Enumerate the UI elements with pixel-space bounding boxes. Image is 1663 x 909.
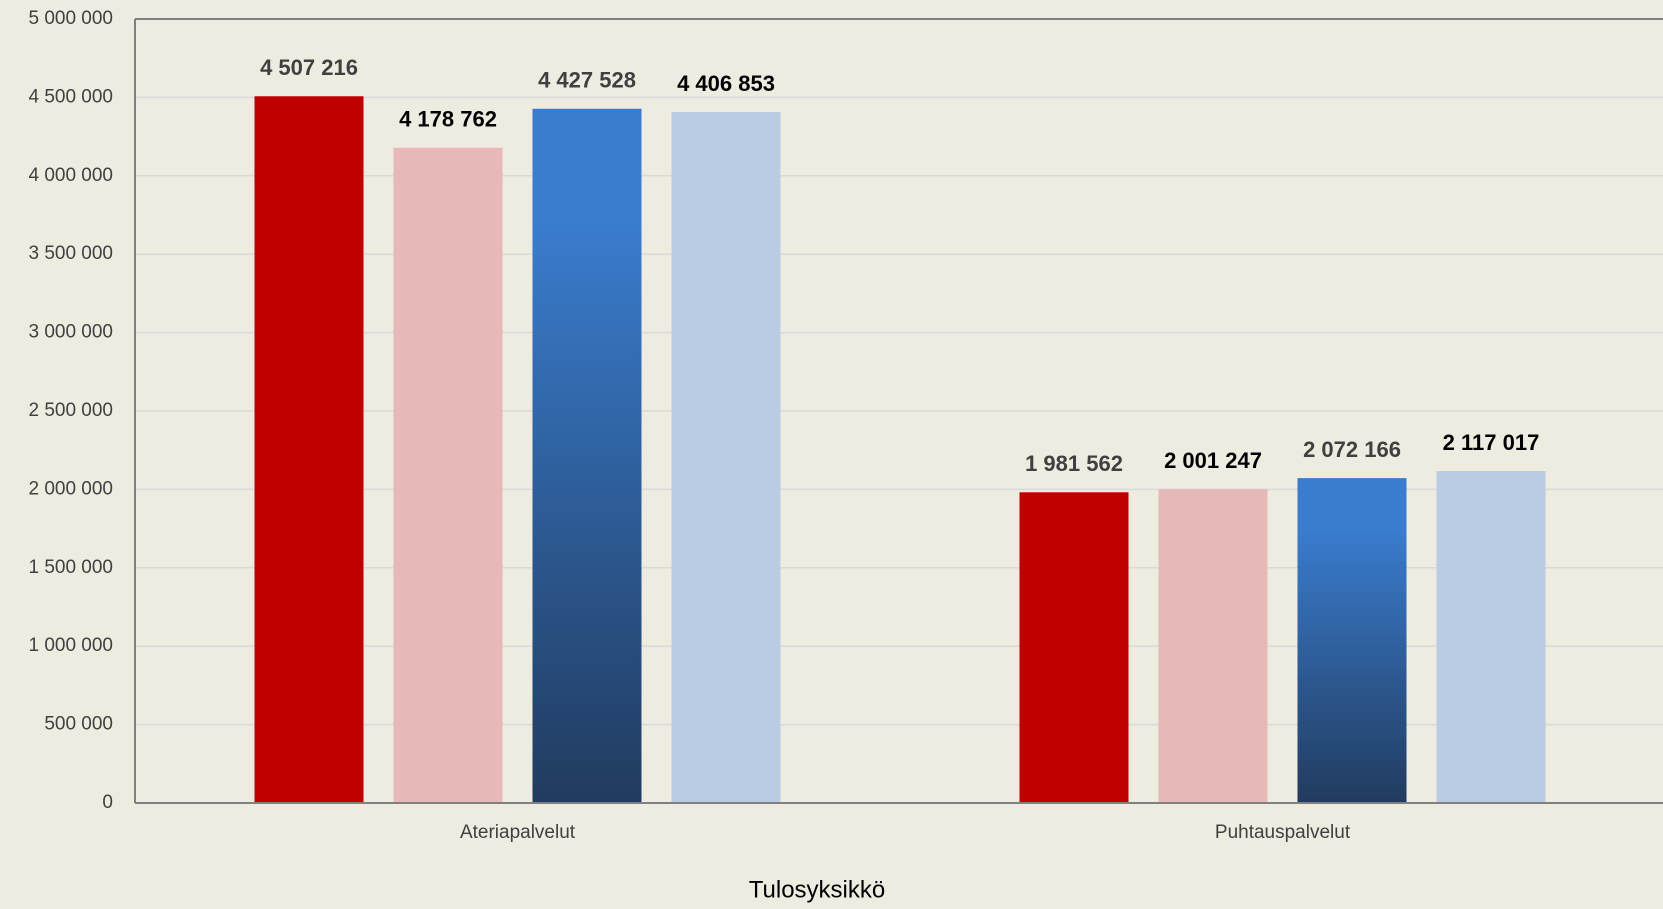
bar	[671, 112, 781, 804]
y-tick-label: 4 000 000	[28, 165, 113, 186]
y-tick-label: 0	[102, 792, 113, 813]
y-tick-label: 5 000 000	[28, 8, 113, 29]
x-tick-label: Puhtauspalvelut	[1215, 822, 1351, 843]
bar	[254, 96, 364, 803]
y-tick-label: 4 500 000	[28, 86, 113, 107]
y-tick-label: 2 000 000	[28, 478, 113, 499]
y-tick-label: 1 500 000	[28, 557, 113, 578]
data-label: 2 001 247	[1164, 448, 1262, 473]
x-tick-label: Ateriapalvelut	[460, 822, 576, 843]
data-label: 4 178 762	[399, 107, 497, 132]
bar	[532, 108, 642, 803]
data-label: 2 072 166	[1303, 437, 1401, 462]
bar	[1158, 489, 1268, 803]
y-tick-label: 500 000	[44, 714, 113, 735]
data-label: 4 427 528	[538, 68, 636, 93]
bar	[1436, 471, 1546, 803]
data-label: 4 406 853	[677, 71, 775, 96]
data-label: 4 507 216	[260, 55, 358, 80]
x-axis-title: Tulosyksikkö	[749, 876, 885, 903]
data-label: 1 981 562	[1025, 451, 1123, 476]
bar	[1297, 478, 1407, 803]
y-tick-label: 1 000 000	[28, 635, 113, 656]
y-tick-label: 2 500 000	[28, 400, 113, 421]
bar	[393, 147, 503, 803]
y-tick-label: 3 500 000	[28, 243, 113, 264]
data-label: 2 117 017	[1443, 430, 1540, 455]
bar	[1019, 492, 1129, 803]
y-tick-label: 3 000 000	[28, 322, 113, 343]
